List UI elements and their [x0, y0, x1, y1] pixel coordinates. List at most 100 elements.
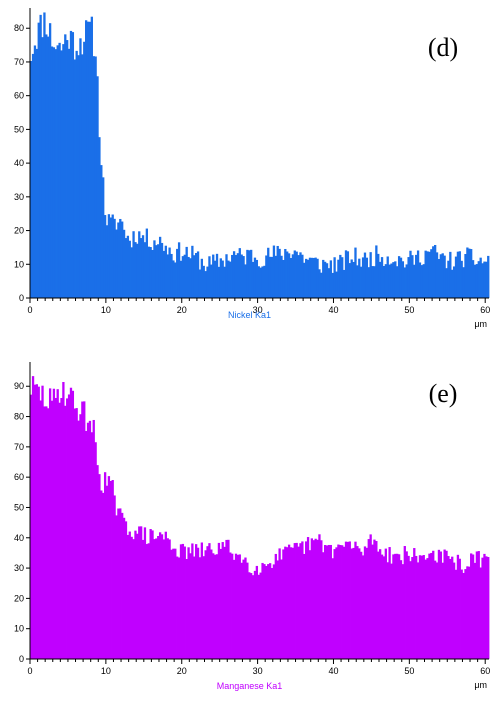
bar	[437, 549, 441, 659]
bar	[350, 259, 353, 298]
bar	[377, 551, 380, 659]
bar	[213, 554, 217, 659]
bar	[331, 272, 334, 298]
bar	[202, 265, 205, 298]
manganese-chart: 0 10 20 30 40 50 60 70 80 90 0 10 20 30 40 50 60 μm (e) Man…	[14, 362, 490, 691]
bar	[107, 476, 111, 659]
bar	[242, 559, 245, 659]
bar	[200, 542, 203, 659]
bar	[151, 530, 154, 659]
bar	[299, 252, 302, 298]
bar	[403, 546, 406, 659]
bar	[323, 261, 327, 298]
bar	[392, 262, 395, 298]
bar	[462, 572, 465, 659]
x-tick-label: 50	[404, 666, 414, 676]
bar	[251, 261, 255, 298]
bar	[306, 537, 310, 659]
bar	[445, 550, 448, 659]
bar	[434, 244, 437, 298]
bar	[54, 397, 57, 659]
bar	[382, 265, 386, 298]
bar	[187, 256, 190, 298]
bar	[375, 245, 378, 298]
bar	[140, 238, 143, 298]
bar	[231, 254, 234, 298]
bar	[390, 563, 393, 659]
bar	[238, 554, 241, 659]
bar	[174, 548, 177, 659]
bar	[348, 263, 351, 298]
bar	[380, 257, 384, 298]
bar	[432, 550, 435, 659]
bar	[64, 34, 67, 298]
bar	[208, 256, 211, 298]
bar	[320, 272, 323, 298]
bar	[130, 536, 133, 659]
bar	[81, 54, 84, 298]
bar	[238, 248, 241, 298]
bar	[378, 261, 382, 298]
bar	[66, 398, 69, 659]
bar	[305, 541, 308, 659]
bar	[413, 548, 416, 659]
bar	[420, 555, 424, 659]
bar	[316, 258, 319, 298]
bar	[229, 261, 232, 298]
bar	[185, 559, 188, 659]
bar	[405, 551, 408, 659]
y-tick-label: 80	[14, 412, 24, 422]
bar	[45, 406, 48, 659]
bar	[37, 386, 40, 659]
x-unit-label: μm	[474, 680, 487, 690]
bar	[388, 264, 391, 298]
bar	[263, 265, 266, 298]
bar	[303, 553, 306, 659]
bar	[138, 526, 141, 659]
bar	[435, 562, 439, 659]
bar	[117, 222, 120, 298]
bar	[342, 546, 346, 659]
bar	[189, 553, 192, 659]
bar	[318, 269, 321, 298]
bar	[160, 242, 164, 298]
x-tick-label: 60	[480, 666, 490, 676]
bar	[33, 45, 37, 298]
panel-label: (e)	[429, 379, 458, 408]
bar	[259, 572, 262, 659]
bar	[122, 229, 126, 298]
bar	[60, 398, 63, 659]
y-tick-label: 90	[14, 381, 24, 391]
bar	[310, 538, 314, 659]
bar	[415, 254, 418, 298]
bar	[441, 253, 444, 298]
bar	[278, 548, 281, 659]
bar	[43, 12, 46, 299]
bar	[382, 556, 386, 659]
bar	[308, 257, 312, 298]
bar	[153, 240, 156, 298]
bar	[443, 549, 446, 659]
bar	[415, 555, 418, 659]
bar	[86, 21, 90, 299]
bar	[268, 563, 272, 659]
bar	[346, 251, 350, 298]
bar	[253, 257, 257, 298]
bar	[394, 553, 397, 659]
bar	[479, 257, 482, 298]
bar	[411, 557, 414, 659]
bar	[100, 165, 103, 298]
bar	[213, 260, 217, 298]
bar	[339, 545, 342, 659]
bar	[126, 534, 130, 659]
bar	[102, 492, 105, 659]
bar	[267, 564, 270, 659]
bar	[181, 543, 185, 659]
bar	[179, 260, 183, 298]
bar	[83, 401, 86, 659]
bar	[62, 44, 65, 299]
bar	[244, 557, 247, 659]
bar	[31, 53, 35, 299]
bar	[217, 266, 221, 298]
bar	[47, 36, 50, 299]
